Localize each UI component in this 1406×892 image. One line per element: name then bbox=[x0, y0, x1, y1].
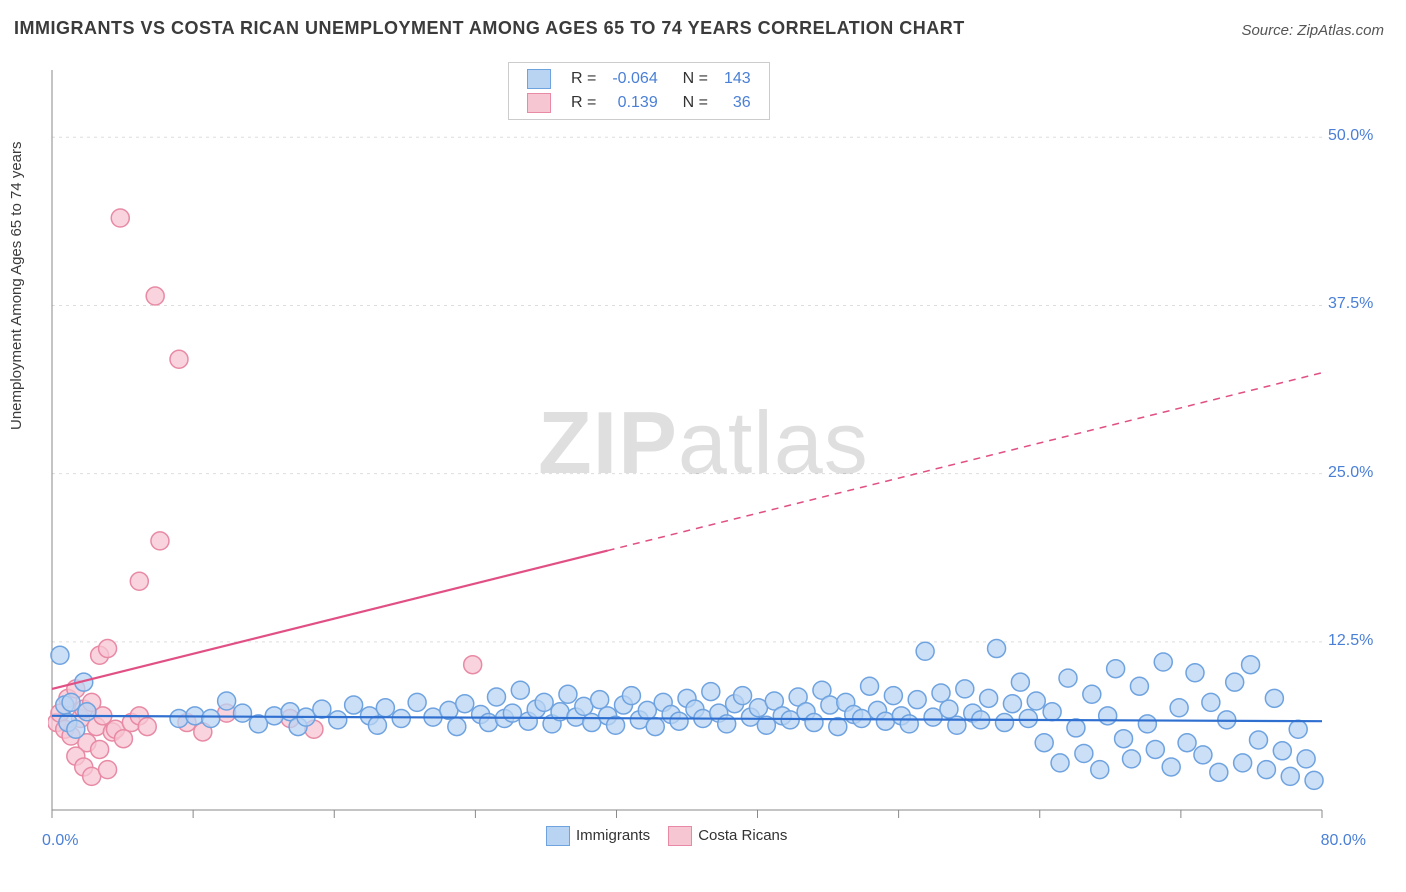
y-axis-label: Unemployment Among Ages 65 to 74 years bbox=[8, 141, 25, 430]
legend-label: Immigrants bbox=[576, 827, 650, 844]
legend-series: Immigrants Costa Ricans bbox=[528, 826, 787, 846]
x-axis-end-label: 80.0% bbox=[1321, 832, 1366, 850]
x-axis-start-label: 0.0% bbox=[42, 832, 78, 850]
legend-label: Costa Ricans bbox=[698, 827, 787, 844]
y-tick-label: 50.0% bbox=[1328, 127, 1373, 145]
scatter-plot: ZIPatlas R =-0.064 N =143R =0.139 N =36 … bbox=[48, 62, 1348, 822]
plot-svg bbox=[48, 62, 1348, 822]
source-attribution: Source: ZipAtlas.com bbox=[1241, 22, 1384, 39]
y-tick-label: 12.5% bbox=[1328, 632, 1373, 650]
chart-title: IMMIGRANTS VS COSTA RICAN UNEMPLOYMENT A… bbox=[14, 18, 965, 39]
y-tick-label: 25.0% bbox=[1328, 464, 1373, 482]
legend-correlation-box: R =-0.064 N =143R =0.139 N =36 bbox=[508, 62, 770, 120]
y-tick-label: 37.5% bbox=[1328, 295, 1373, 313]
